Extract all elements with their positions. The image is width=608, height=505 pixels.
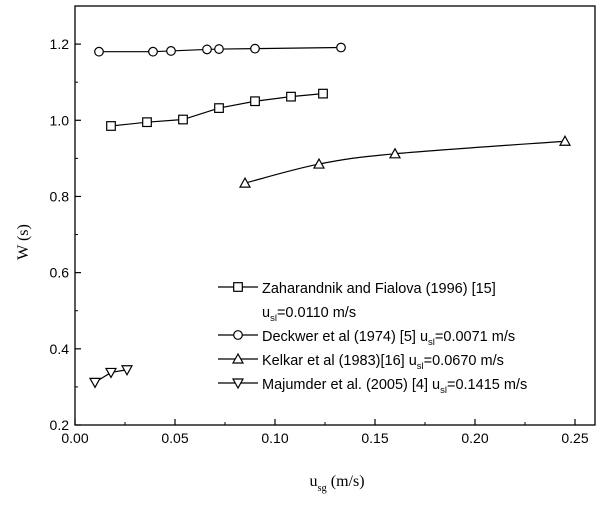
legend-label-text: Majumder et al. (2005) [4] u <box>262 377 440 393</box>
x-tick-label: 0.10 <box>261 430 288 446</box>
legend-marker-1 <box>233 282 243 292</box>
x-axis-title-base: u <box>309 473 317 490</box>
x-tick-label: 0.05 <box>161 430 188 446</box>
legend-label-text: =0.0670 m/s <box>424 353 504 369</box>
series-layer <box>88 42 572 389</box>
x-tick-label: 0.00 <box>61 430 88 446</box>
y-tick-label: 0.6 <box>50 265 70 281</box>
legend: Zaharandnik and Fialova (1996) [15]usl=0… <box>212 280 592 402</box>
legend-label-text: =0.0071 m/s <box>435 329 515 345</box>
x-tick-label: 0.25 <box>561 430 588 446</box>
data-point-series-4 <box>104 367 118 379</box>
legend-label-subscript: sl <box>440 385 447 396</box>
x-axis-title-unit: (m/s) <box>327 473 365 490</box>
data-point-series-2 <box>148 46 158 57</box>
data-point-series-1 <box>214 103 224 113</box>
data-point-series-3 <box>558 134 572 146</box>
legend-marker-2 <box>233 330 243 340</box>
data-point-series-1 <box>318 88 328 99</box>
data-point-series-3 <box>312 157 326 169</box>
series-line-3 <box>244 140 566 184</box>
y-tick-label: 0.4 <box>50 341 70 357</box>
legend-label-subscript: sl <box>428 337 435 348</box>
legend-label-3: Kelkar et al (1983)[16] usl=0.0670 m/s <box>262 353 504 372</box>
data-point-series-1 <box>286 91 296 102</box>
legend-label-subscript: sl <box>417 361 424 372</box>
legend-label-4: Majumder et al. (2005) [4] usl=0.1415 m/… <box>262 377 527 396</box>
data-point-series-2 <box>94 46 104 57</box>
y-tick-label: 1.0 <box>50 112 70 128</box>
data-point-series-2 <box>214 44 224 54</box>
data-point-series-1 <box>178 114 188 125</box>
data-point-series-3 <box>388 147 402 159</box>
y-tick-label: 0.8 <box>50 188 70 204</box>
data-point-series-2 <box>202 44 212 55</box>
y-tick-label: 0.2 <box>50 417 70 433</box>
x-tick-label: 0.20 <box>461 430 488 446</box>
legend-label-text: Kelkar et al (1983)[16] u <box>262 353 417 369</box>
legend-label-2: Deckwer et al (1974) [5] usl=0.0071 m/s <box>262 329 515 348</box>
data-point-series-4 <box>88 377 102 389</box>
y-axis-title: W (s) <box>15 224 32 260</box>
x-tick-label: 0.15 <box>361 430 388 446</box>
data-point-series-2 <box>166 46 176 56</box>
data-point-series-1 <box>250 96 260 107</box>
data-point-series-4 <box>120 365 134 377</box>
data-point-series-1 <box>106 121 116 131</box>
x-axis-title: usg (m/s) <box>309 473 364 494</box>
y-tick-label: 1.2 <box>50 36 70 52</box>
legend-label-text: =0.0110 m/s <box>277 305 356 321</box>
data-point-series-2 <box>336 42 346 53</box>
data-point-series-3 <box>238 176 252 188</box>
legend-box <box>212 280 592 402</box>
legend-label-subscript: sl <box>270 313 277 324</box>
ticks-layer: 0.00 0.05 0.10 0.15 0.20 0.25 0.2 0.4 0.6 0.8 1.0 1… <box>50 36 589 446</box>
legend-label-1: usl=0.0110 m/s <box>262 305 356 324</box>
legend-label-1: Zaharandnik and Fialova (1996) [15] <box>262 281 496 297</box>
legend-label-text: =0.1415 m/s <box>447 377 527 393</box>
legend-label-text: u <box>262 305 270 321</box>
plot-frame <box>74 5 596 426</box>
data-point-series-2 <box>250 43 260 54</box>
x-axis-title-sub: sg <box>317 483 327 494</box>
legend-marker-3 <box>231 352 245 364</box>
legend-marker-4 <box>231 378 245 390</box>
legend-label-text: Deckwer et al (1974) [5] u <box>262 329 428 345</box>
data-point-series-1 <box>142 117 152 128</box>
